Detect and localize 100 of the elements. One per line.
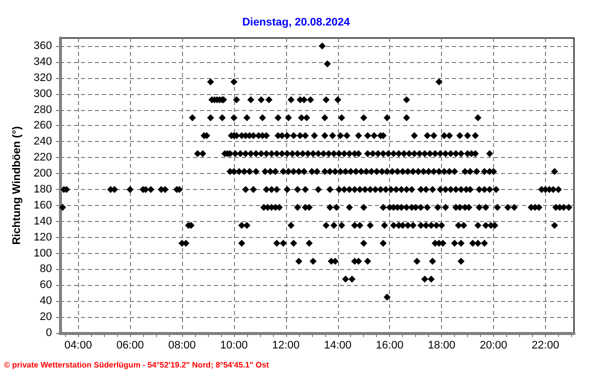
point (417, 204, 424, 211)
point (307, 96, 314, 104)
point (395, 150, 402, 158)
point (440, 132, 448, 140)
point (324, 60, 331, 68)
point (398, 186, 405, 193)
point (325, 150, 332, 158)
point (410, 150, 418, 158)
point (428, 222, 435, 229)
point (417, 186, 424, 193)
x-tick-label: 16:00 (376, 340, 404, 352)
x-tick-label: 12:00 (272, 340, 300, 352)
point (510, 204, 518, 211)
point (268, 150, 276, 158)
point (403, 186, 410, 193)
point (430, 132, 438, 140)
point (429, 186, 436, 193)
point (366, 222, 374, 229)
point (298, 114, 305, 122)
point (295, 258, 302, 265)
point (284, 114, 292, 122)
point (364, 258, 372, 265)
point (434, 204, 442, 211)
point (230, 114, 238, 122)
point (454, 222, 462, 229)
y-tick-label: 300 (34, 88, 52, 100)
point (346, 150, 353, 158)
point (262, 168, 269, 176)
point (446, 168, 453, 176)
point (321, 114, 328, 122)
point (252, 168, 260, 176)
point (336, 186, 343, 193)
y-tick-label: 320 (34, 72, 52, 84)
point (284, 150, 291, 158)
point (273, 186, 280, 193)
point (422, 186, 430, 193)
point (288, 222, 295, 229)
x-tick-label: 14:00 (324, 340, 352, 352)
point (356, 186, 364, 193)
point (308, 168, 316, 176)
y-tick-label: 20 (40, 311, 52, 324)
point (452, 150, 460, 158)
point (447, 150, 454, 158)
point (442, 186, 449, 193)
point (473, 168, 480, 176)
point (284, 168, 292, 176)
point (321, 132, 328, 140)
point (384, 168, 391, 176)
point (476, 204, 483, 211)
point (284, 186, 291, 193)
point (273, 150, 280, 158)
point (246, 168, 254, 176)
point (406, 150, 413, 158)
point (384, 114, 391, 122)
y-tick-label: 200 (34, 168, 52, 180)
point (199, 150, 206, 158)
point (300, 168, 308, 176)
point (486, 150, 494, 158)
point (321, 168, 328, 176)
point (390, 222, 398, 229)
point (302, 186, 309, 193)
point (436, 186, 444, 193)
point (374, 150, 382, 158)
point (442, 150, 449, 158)
point (451, 240, 458, 247)
point (436, 150, 444, 158)
point (188, 114, 196, 122)
point (436, 78, 443, 86)
point (387, 186, 394, 193)
point (351, 222, 358, 229)
y-tick-label: 280 (34, 104, 52, 116)
point (384, 294, 391, 301)
point (290, 240, 298, 247)
point (474, 114, 482, 122)
point (551, 168, 558, 176)
point (461, 168, 468, 176)
point (336, 168, 344, 176)
point (310, 258, 317, 265)
point (326, 186, 334, 193)
point (458, 240, 465, 247)
point (458, 258, 465, 265)
y-tick-label: 80 (40, 263, 52, 276)
point (332, 168, 339, 176)
point (273, 240, 280, 247)
point (410, 222, 417, 229)
y-tick-label: 160 (34, 199, 52, 212)
point (394, 168, 401, 176)
point (258, 150, 265, 158)
y-tick-label: 240 (34, 136, 52, 148)
point (368, 168, 376, 176)
point (474, 240, 482, 247)
point (456, 132, 464, 140)
point (428, 276, 435, 283)
point (294, 150, 302, 158)
point (464, 132, 472, 140)
point (352, 168, 360, 176)
point (284, 132, 291, 140)
point (338, 114, 346, 122)
point (243, 114, 250, 122)
point (299, 150, 306, 158)
